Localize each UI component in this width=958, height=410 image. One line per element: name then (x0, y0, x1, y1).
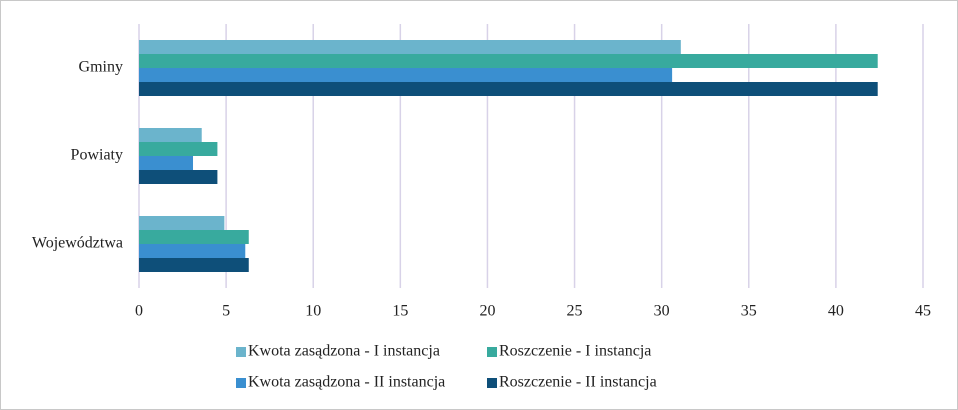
bar (139, 156, 194, 170)
bar (139, 68, 673, 82)
x-tick-label: 35 (741, 303, 757, 320)
bar (139, 230, 249, 244)
x-tick-label: 20 (479, 303, 495, 320)
bar (139, 216, 225, 230)
x-tick-label: 25 (567, 303, 583, 320)
x-tick-label: 40 (828, 303, 844, 320)
legend-label: Kwota zasądzona - I instancja (248, 343, 440, 360)
x-tick-label: 45 (915, 303, 931, 320)
x-tick-label: 30 (654, 303, 670, 320)
x-tick-label: 5 (222, 303, 230, 320)
y-tick-label: Powiaty (71, 147, 123, 164)
bar (139, 128, 202, 142)
bar (139, 82, 878, 96)
legend-swatch (487, 378, 497, 388)
x-tick-label: 10 (305, 303, 321, 320)
bar (139, 258, 249, 272)
bar (139, 54, 878, 68)
legend-swatch (487, 347, 497, 357)
x-tick-label: 0 (135, 303, 143, 320)
legend-swatch (236, 378, 246, 388)
legend-label: Roszczenie - I instancja (499, 343, 651, 360)
bar (139, 170, 218, 184)
legend-label: Kwota zasądzona - II instancja (248, 374, 445, 391)
bar (139, 244, 246, 258)
bar (139, 142, 218, 156)
legend-label: Roszczenie - II instancja (499, 374, 657, 391)
bar (139, 40, 681, 54)
y-tick-label: Województwa (32, 235, 123, 252)
legend-swatch (236, 347, 246, 357)
y-tick-label: Gminy (79, 59, 123, 76)
x-tick-label: 15 (392, 303, 408, 320)
